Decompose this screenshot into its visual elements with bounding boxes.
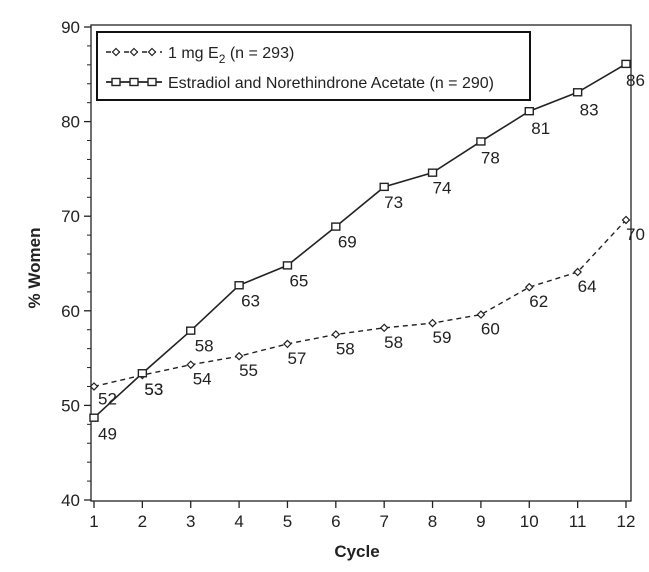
legend-marker-estradiol-neta-1	[129, 77, 139, 87]
legend-marker-e2-0	[111, 47, 121, 57]
data-label-estradiol-neta-cycle-4: 63	[241, 291, 260, 310]
y-tick-label-40: 40	[61, 491, 80, 510]
marker-estradiol-neta-cycle-6	[331, 222, 341, 231]
data-label-e2-cycle-5: 57	[287, 349, 306, 368]
data-label-e2-cycle-7: 58	[384, 333, 403, 352]
x-tick-label-5: 5	[283, 512, 292, 531]
marker-e2-cycle-3	[186, 360, 196, 370]
legend-label-e2: 1 mg E2 (n = 293)	[168, 45, 294, 66]
x-tick-label-1: 1	[89, 512, 98, 531]
marker-estradiol-neta-cycle-5	[282, 261, 293, 270]
y-tick-label-80: 80	[61, 113, 80, 132]
marker-e2-cycle-6	[331, 330, 341, 339]
y-tick-label-70: 70	[61, 207, 80, 226]
legend-marker-estradiol-neta-2	[147, 77, 157, 87]
marker-estradiol-neta-cycle-1	[89, 413, 99, 422]
data-label-estradiol-neta-cycle-11: 83	[580, 100, 599, 119]
data-label-estradiol-neta-cycle-12: 86	[626, 71, 645, 90]
x-tick-label-3: 3	[186, 512, 195, 531]
y-axis: 40 50 60 70 80 90	[61, 18, 91, 510]
marker-estradiol-neta-cycle-7	[379, 182, 389, 192]
marker-e2-cycle-11	[573, 267, 582, 277]
marker-estradiol-neta-cycle-2	[137, 369, 148, 378]
marker-e2-cycle-5	[283, 339, 292, 349]
x-tick-label-11: 11	[569, 512, 587, 531]
legend-marker-e2-1	[129, 47, 139, 57]
series-line-e2	[93, 219, 627, 388]
data-label-e2-cycle-12: 70	[626, 225, 645, 244]
marker-estradiol-neta-cycle-8	[427, 168, 438, 177]
marker-estradiol-neta-cycle-3	[186, 326, 196, 335]
y-axis-title: % Women	[25, 228, 44, 309]
x-tick-label-7: 7	[379, 512, 388, 531]
data-label-e2-cycle-4: 55	[239, 361, 258, 380]
x-axis: 1 2 3 4 5 6 7 8 9 10 11 12	[89, 501, 635, 531]
y-tick-label-60: 60	[61, 302, 80, 321]
data-label-e2-cycle-2: 53	[144, 380, 163, 399]
y-tick-label-50: 50	[61, 396, 80, 415]
data-label-estradiol-neta-cycle-10: 81	[531, 119, 550, 138]
x-axis-title: Cycle	[334, 542, 379, 561]
data-label-e2-cycle-3: 54	[193, 370, 212, 389]
legend-box	[96, 31, 531, 101]
legend-label-e2-main: 1 mg E	[168, 45, 219, 62]
y-tick-label-90: 90	[61, 18, 80, 37]
marker-estradiol-neta-cycle-9	[476, 137, 486, 146]
x-tick-label-6: 6	[331, 512, 340, 531]
series-layer	[89, 59, 631, 422]
plot-frame	[90, 24, 632, 502]
data-label-estradiol-neta-cycle-6: 69	[338, 233, 357, 252]
legend-label-e2-rest: (n = 293)	[225, 45, 294, 62]
data-label-e2-cycle-10: 62	[529, 292, 548, 311]
data-label-estradiol-neta-cycle-9: 78	[481, 148, 500, 167]
marker-e2-cycle-1	[89, 382, 99, 391]
legend-marker-e2-2	[147, 47, 157, 57]
marker-estradiol-neta-cycle-10	[524, 106, 534, 116]
x-tick-label-8: 8	[428, 512, 437, 531]
x-tick-label-12: 12	[617, 512, 636, 531]
x-tick-label-10: 10	[520, 512, 539, 531]
data-label-estradiol-neta-cycle-1: 49	[98, 425, 117, 444]
data-label-estradiol-neta-cycle-3: 58	[195, 337, 214, 356]
data-label-estradiol-neta-cycle-8: 74	[433, 179, 452, 198]
legend-swatch-e2	[106, 47, 162, 57]
marker-e2-cycle-4	[234, 351, 244, 361]
data-label-estradiol-neta-cycle-5: 65	[289, 271, 308, 290]
series-line-estradiol-neta	[93, 63, 627, 419]
data-label-e2-cycle-8: 59	[433, 328, 452, 347]
x-tick-label-2: 2	[138, 512, 147, 531]
x-tick-label-4: 4	[234, 512, 243, 531]
marker-estradiol-neta-cycle-11	[572, 88, 583, 97]
legend-marker-estradiol-neta-0	[111, 77, 121, 87]
legend-label-estradiol-neta: Estradiol and Norethindrone Acetate (n =…	[168, 75, 494, 92]
marker-estradiol-neta-cycle-12	[621, 59, 631, 69]
marker-e2-cycle-10	[524, 282, 534, 292]
marker-e2-cycle-7	[379, 323, 389, 333]
marker-e2-cycle-8	[428, 318, 437, 328]
x-tick-label-9: 9	[476, 512, 485, 531]
legend-swatch-estradiol-neta	[106, 77, 162, 87]
data-label-e2-cycle-11: 64	[578, 277, 597, 296]
data-label-e2-cycle-6: 58	[336, 339, 355, 358]
data-label-e2-cycle-9: 60	[481, 320, 500, 339]
marker-e2-cycle-12	[621, 215, 631, 225]
data-label-estradiol-neta-cycle-2: 53	[144, 380, 163, 399]
marker-estradiol-neta-cycle-4	[234, 281, 244, 290]
marker-e2-cycle-9	[476, 310, 486, 319]
data-label-estradiol-neta-cycle-7: 73	[384, 193, 403, 212]
legend: 1 mg E2 (n = 293) Estradiol and Norethin…	[96, 31, 531, 101]
data-label-e2-cycle-1: 52	[98, 389, 117, 408]
legend-label-e2-subscript: 2	[219, 52, 226, 66]
